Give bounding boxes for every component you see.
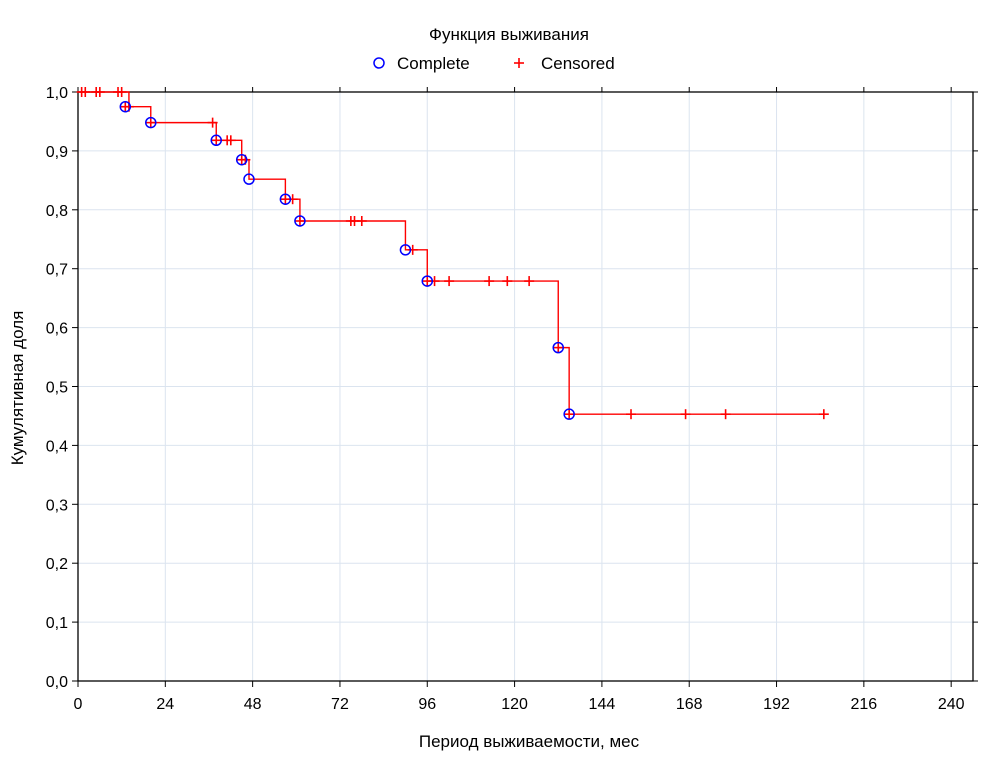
legend: Complete Censored xyxy=(373,54,615,73)
y-tick-label: 0,2 xyxy=(46,556,68,573)
y-tick-label: 0,5 xyxy=(46,380,68,397)
x-tick-label: 144 xyxy=(589,696,616,713)
censored-point xyxy=(429,276,440,287)
censored-point xyxy=(294,215,305,226)
plot-data xyxy=(76,87,829,420)
y-tick-label: 0,1 xyxy=(46,615,68,632)
complete-point xyxy=(552,341,564,354)
gridlines xyxy=(78,92,973,681)
x-tick-label: 120 xyxy=(501,696,528,713)
censored-point xyxy=(720,409,731,420)
censored-point xyxy=(407,244,418,255)
legend-censored-label: Censored xyxy=(541,54,615,73)
censored-point xyxy=(444,276,455,287)
censored-point xyxy=(145,117,156,128)
x-tick-label: 192 xyxy=(763,696,790,713)
x-tick-label: 48 xyxy=(244,696,262,713)
x-tick-label: 24 xyxy=(156,696,174,713)
y-axis-title: Кумулятивная доля xyxy=(8,311,27,466)
complete-point xyxy=(563,408,575,420)
censored-point xyxy=(626,409,637,420)
complete-point xyxy=(119,100,132,113)
complete-point xyxy=(294,215,306,227)
legend-complete-label: Complete xyxy=(397,54,470,73)
censored-point xyxy=(484,276,495,287)
x-tick-label: 240 xyxy=(938,696,965,713)
y-tick-label: 0,6 xyxy=(46,321,68,338)
x-tick-label: 0 xyxy=(74,696,83,713)
censored-point xyxy=(553,342,564,353)
censored-point xyxy=(524,276,535,287)
x-tick-label: 72 xyxy=(331,696,349,713)
survival-step-line xyxy=(78,91,824,415)
complete-point xyxy=(421,275,434,287)
y-tick-label: 1,0 xyxy=(46,85,68,102)
legend-censored-marker xyxy=(514,58,524,68)
y-tick-label: 0,3 xyxy=(46,497,68,514)
complete-point xyxy=(210,134,223,147)
censored-point xyxy=(502,276,513,287)
y-tick-label: 0,4 xyxy=(46,438,68,455)
censored-point xyxy=(207,117,218,128)
y-tick-label: 0,0 xyxy=(46,674,68,691)
x-axis-title: Период выживаемости, мес xyxy=(419,732,640,751)
x-tick-label: 216 xyxy=(851,696,878,713)
complete-point xyxy=(243,173,255,185)
plot-frame xyxy=(77,91,974,682)
complete-point xyxy=(399,244,412,256)
axes: 0 24 48 72 96 120 144 168 192 216 240 0,0 0,1 0,2 0,3 0… xyxy=(46,85,978,713)
censored-point xyxy=(287,194,298,205)
complete-point xyxy=(145,116,157,129)
censored-point xyxy=(116,87,127,97)
x-tick-label: 96 xyxy=(418,696,436,713)
y-tick-label: 0,7 xyxy=(46,262,68,279)
y-tick-label: 0,9 xyxy=(46,144,68,161)
censored-point xyxy=(94,87,105,97)
y-tick-label: 0,8 xyxy=(46,203,68,220)
censored-point xyxy=(818,409,829,420)
censored-point xyxy=(564,409,575,420)
complete-point xyxy=(279,193,292,205)
complete-point xyxy=(235,153,248,166)
censored-point xyxy=(225,135,236,146)
censored-point xyxy=(680,409,691,420)
censored-point xyxy=(356,215,367,226)
censored-point xyxy=(211,135,222,146)
x-tick-label: 168 xyxy=(676,696,703,713)
legend-complete-marker xyxy=(373,57,385,69)
censored-point xyxy=(80,87,91,97)
chart-title: Функция выживания xyxy=(429,25,589,44)
